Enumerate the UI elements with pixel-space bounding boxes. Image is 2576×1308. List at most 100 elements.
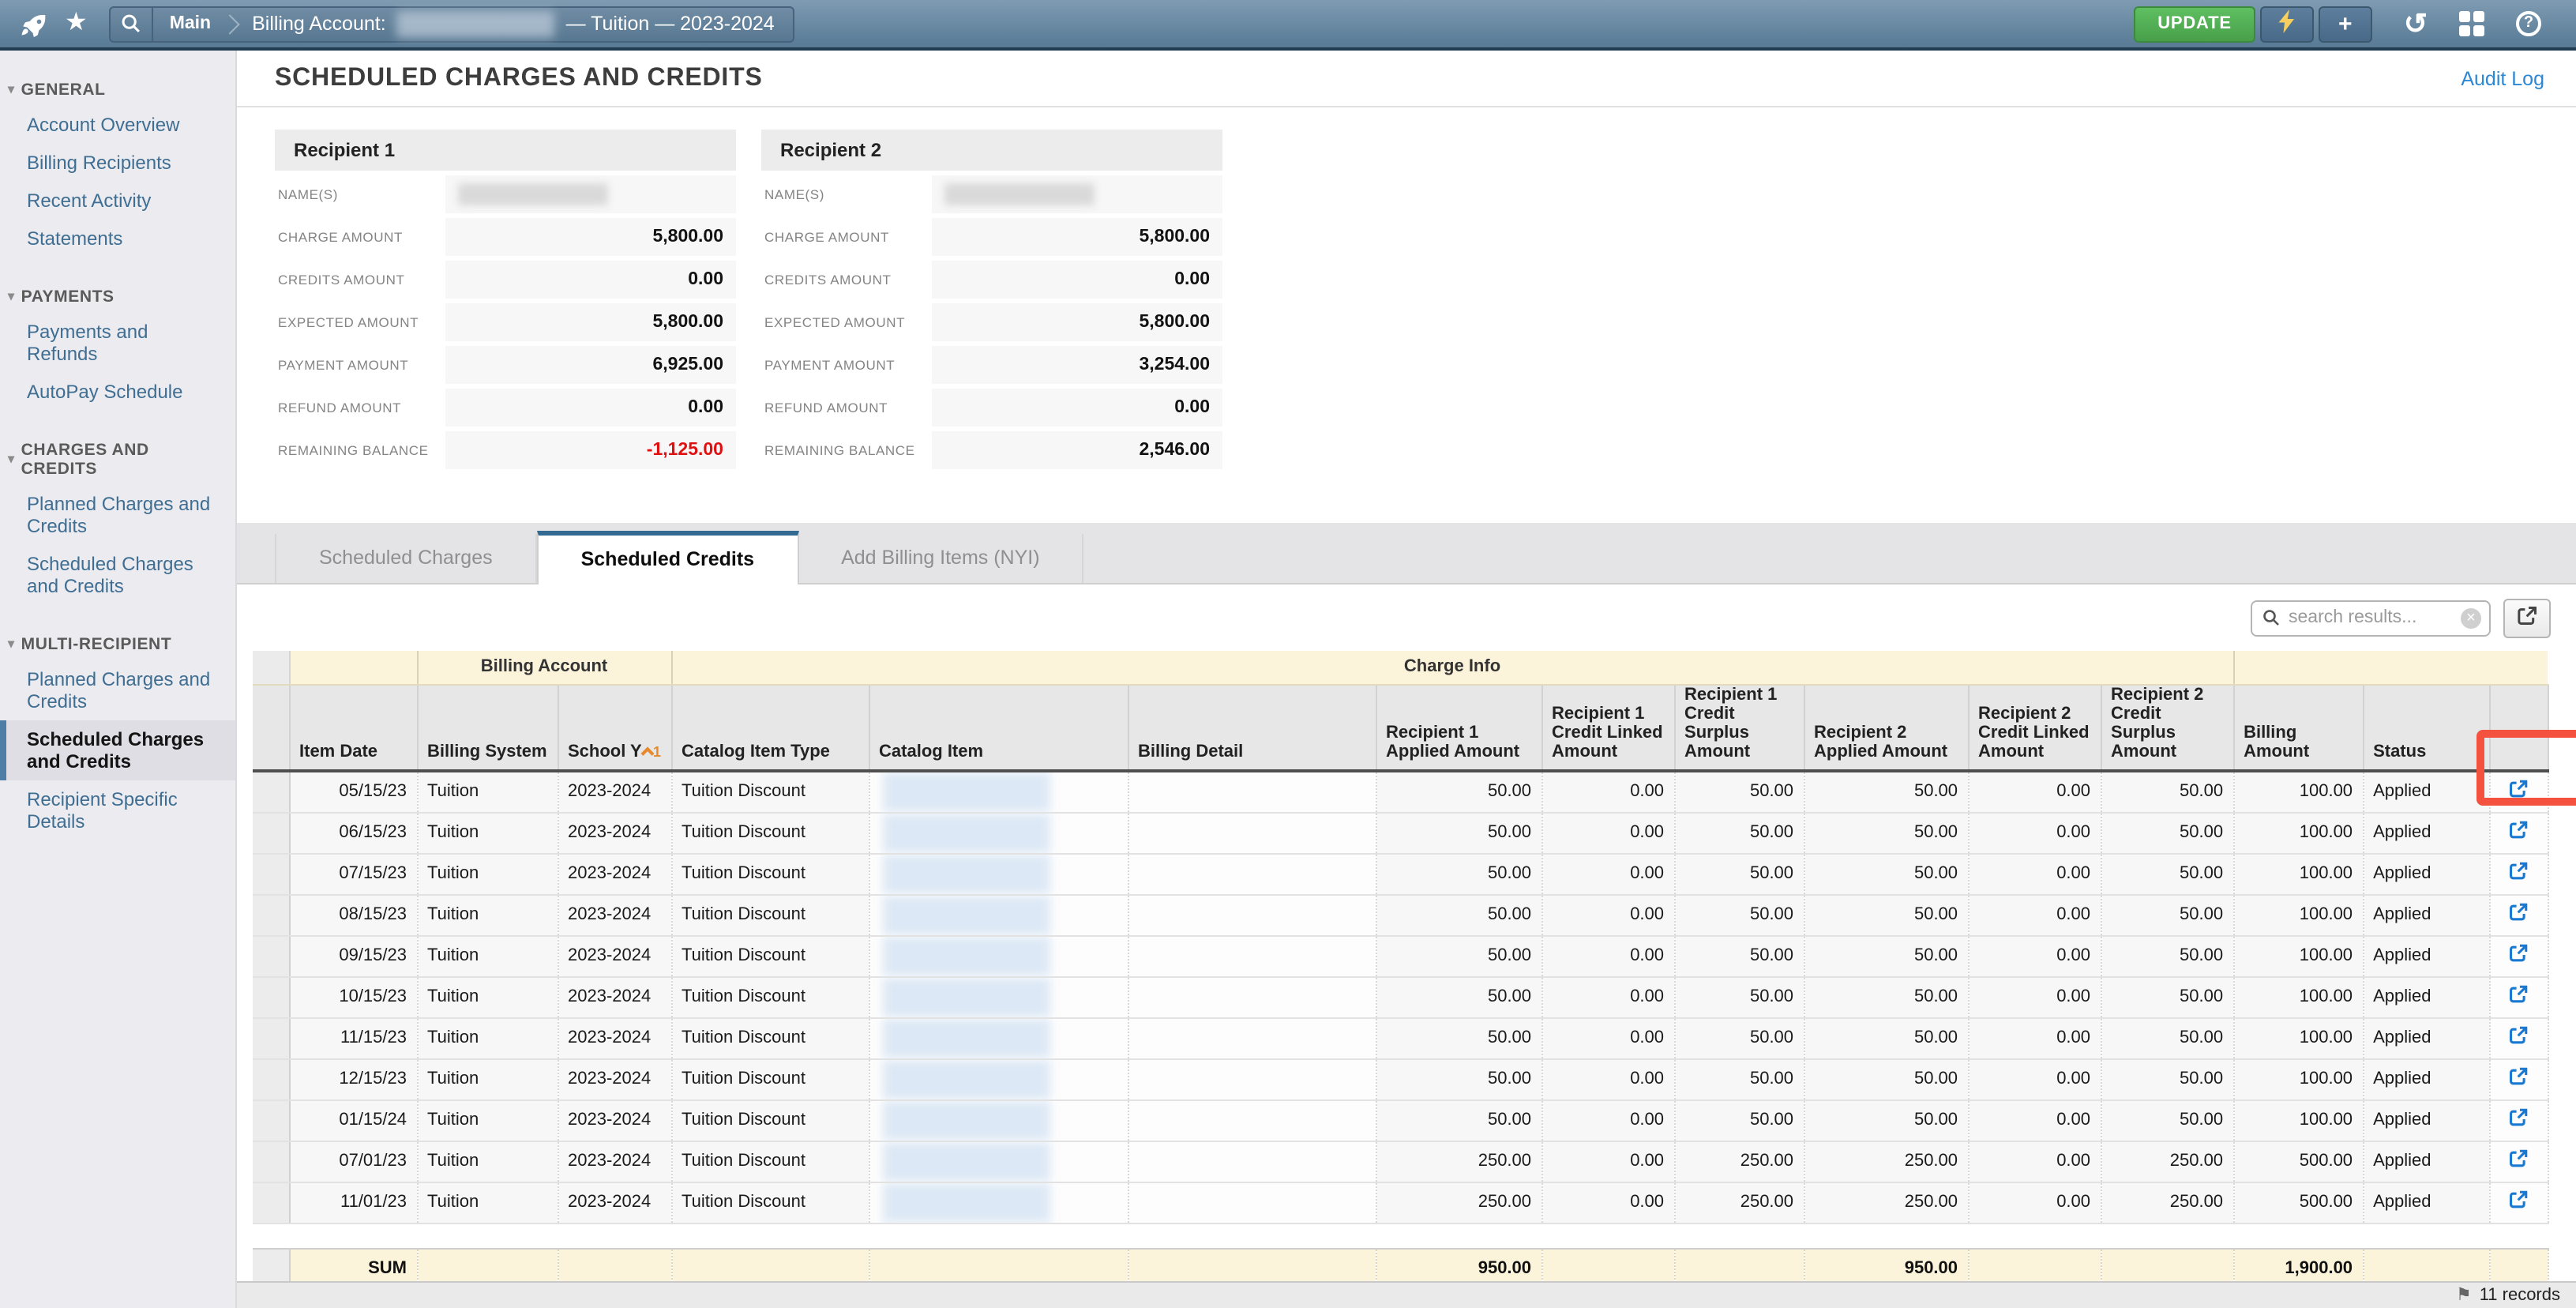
results-toolbar: ×	[237, 584, 2576, 638]
sidebar-item[interactable]: Recent Activity	[0, 182, 235, 220]
table-row[interactable]: 07/15/23 Tuition 2023-2024 Tuition Disco…	[253, 853, 2548, 894]
sidebar-section-general: ▾ GENERAL Account OverviewBilling Recipi…	[0, 70, 235, 257]
col-r1-credit-surplus[interactable]: Recipient 1 Credit Surplus Amount	[1674, 684, 1804, 770]
col-r1-applied[interactable]: Recipient 1 Applied Amount	[1376, 684, 1541, 770]
col-billing-amount[interactable]: Billing Amount	[2233, 684, 2363, 770]
field-label: PAYMENT AMOUNT	[761, 357, 932, 373]
favorites-star-icon[interactable]: ★	[65, 11, 88, 36]
sidebar-section-multi-recipient-header[interactable]: ▾ MULTI-RECIPIENT	[0, 624, 235, 660]
table-row[interactable]: 12/15/23 Tuition 2023-2024 Tuition Disco…	[253, 1058, 2548, 1099]
open-record-icon[interactable]	[2508, 779, 2529, 799]
apps-grid-icon[interactable]	[2459, 11, 2484, 36]
col-r2-credit-surplus[interactable]: Recipient 2 Credit Surplus Amount	[2101, 684, 2233, 770]
sidebar-item[interactable]: Scheduled Charges and Credits	[0, 545, 235, 605]
recipient-field-row: NAME(S)	[761, 175, 1222, 213]
search-input[interactable]	[2281, 608, 2461, 627]
quick-actions-button[interactable]	[2260, 6, 2314, 42]
field-value: 5,800.00	[445, 303, 736, 341]
field-value: 3,254.00	[932, 346, 1222, 384]
open-record-icon[interactable]	[2508, 943, 2529, 964]
sidebar-section-label: MULTI-RECIPIENT	[21, 635, 172, 654]
recipient-1-card: Recipient 1 NAME(S)	[275, 130, 736, 469]
table-row[interactable]: 06/15/23 Tuition 2023-2024 Tuition Disco…	[253, 812, 2548, 853]
breadcrumb-title-prefix: Billing Account:	[252, 13, 386, 35]
field-label: EXPECTED AMOUNT	[275, 314, 445, 330]
open-record-icon[interactable]	[2508, 984, 2529, 1005]
tab-scheduled-charges[interactable]: Scheduled Charges	[275, 534, 537, 583]
history-icon[interactable]: ↺	[2404, 9, 2428, 38]
sidebar-item[interactable]: AutoPay Schedule	[0, 373, 235, 411]
col-billing-system[interactable]: Billing System	[417, 684, 558, 770]
col-r2-credit-linked[interactable]: Recipient 2 Credit Linked Amount	[1968, 684, 2101, 770]
help-icon[interactable]: ?	[2516, 11, 2541, 36]
table-row[interactable]: 01/15/24 Tuition 2023-2024 Tuition Disco…	[253, 1099, 2548, 1141]
open-in-new-window-button[interactable]	[2503, 598, 2551, 637]
row-gutter	[253, 1182, 289, 1223]
col-catalog-item-type[interactable]: Catalog Item Type	[671, 684, 869, 770]
search-icon	[2262, 608, 2281, 627]
table-row[interactable]: 09/15/23 Tuition 2023-2024 Tuition Disco…	[253, 935, 2548, 976]
col-status[interactable]: Status	[2363, 684, 2489, 770]
table-row[interactable]: 10/15/23 Tuition 2023-2024 Tuition Disco…	[253, 976, 2548, 1017]
table-row[interactable]: 11/15/23 Tuition 2023-2024 Tuition Disco…	[253, 1017, 2548, 1058]
col-r2-applied[interactable]: Recipient 2 Applied Amount	[1804, 684, 1968, 770]
open-record-icon[interactable]	[2508, 1025, 2529, 1046]
open-record-icon[interactable]	[2508, 820, 2529, 840]
table-row[interactable]: 08/15/23 Tuition 2023-2024 Tuition Disco…	[253, 894, 2548, 935]
field-value	[932, 175, 1222, 213]
recipient-field-row: CHARGE AMOUNT 5,800.00	[275, 218, 736, 256]
open-record-icon[interactable]	[2508, 861, 2529, 881]
col-r1-credit-linked[interactable]: Recipient 1 Credit Linked Amount	[1541, 684, 1674, 770]
sidebar-item[interactable]: Scheduled Charges and Credits	[0, 720, 235, 780]
sidebar-item[interactable]: Billing Recipients	[0, 144, 235, 182]
open-record-icon[interactable]	[2508, 902, 2529, 923]
table-row[interactable]: 07/01/23 Tuition 2023-2024 Tuition Disco…	[253, 1141, 2548, 1182]
clear-search-icon[interactable]: ×	[2461, 607, 2481, 628]
open-record-icon[interactable]	[2508, 1107, 2529, 1128]
col-school-year[interactable]: School Year1	[558, 684, 671, 770]
collapse-triangle-icon: ▾	[8, 84, 15, 96]
group-header-row: Billing Account Charge Info	[253, 651, 2548, 684]
recipient-field-row: CREDITS AMOUNT 0.00	[761, 261, 1222, 299]
search-icon[interactable]	[111, 7, 154, 40]
col-catalog-item[interactable]: Catalog Item	[869, 684, 1128, 770]
tab-add-billing-items[interactable]: Add Billing Items (NYI)	[798, 534, 1083, 583]
open-record-icon[interactable]	[2508, 1148, 2529, 1169]
recipient-2-card-title: Recipient 2	[761, 130, 1222, 171]
sidebar-section-general-header[interactable]: ▾ GENERAL	[0, 70, 235, 106]
field-label: CHARGE AMOUNT	[761, 229, 932, 245]
sidebar-item[interactable]: Account Overview	[0, 106, 235, 144]
sidebar-section-charges-credits-header[interactable]: ▾ CHARGES AND CREDITS	[0, 430, 235, 485]
field-value: 2,546.00	[932, 431, 1222, 469]
recipient-field-row: REFUND AMOUNT 0.00	[275, 389, 736, 427]
sidebar-item[interactable]: Planned Charges and Credits	[0, 660, 235, 720]
sort-asc-icon	[640, 746, 654, 760]
recipient-field-row: PAYMENT AMOUNT 6,925.00	[275, 346, 736, 384]
sidebar-item[interactable]: Recipient Specific Details	[0, 780, 235, 840]
field-value	[445, 175, 736, 213]
field-label: PAYMENT AMOUNT	[275, 357, 445, 373]
breadcrumb-main[interactable]: Main	[154, 14, 239, 33]
sidebar-item[interactable]: Planned Charges and Credits	[0, 485, 235, 545]
app-window: ★ Main Billing Account: — Tuition — 2023…	[0, 0, 2576, 1308]
update-button[interactable]: UPDATE	[2134, 6, 2255, 42]
redacted-catalog-item	[869, 853, 1128, 894]
redacted-catalog-item	[869, 976, 1128, 1017]
table-row[interactable]: 11/01/23 Tuition 2023-2024 Tuition Disco…	[253, 1182, 2548, 1223]
sidebar-item[interactable]: Statements	[0, 220, 235, 257]
redacted-catalog-item	[869, 770, 1128, 812]
sidebar-section-payments-header[interactable]: ▾ PAYMENTS	[0, 276, 235, 313]
recipient-field-row: PAYMENT AMOUNT 3,254.00	[761, 346, 1222, 384]
open-record-icon[interactable]	[2508, 1066, 2529, 1087]
rocket-icon[interactable]	[19, 10, 46, 37]
open-record-icon[interactable]	[2508, 1190, 2529, 1210]
scheduled-credits-table-wrap: Billing Account Charge Info Item Date Bi…	[253, 651, 2563, 1290]
sidebar-item[interactable]: Payments and Refunds	[0, 313, 235, 373]
add-button[interactable]: +	[2319, 6, 2372, 42]
col-item-date[interactable]: Item Date	[289, 684, 417, 770]
field-label: REMAINING BALANCE	[761, 442, 932, 458]
audit-log-link[interactable]: Audit Log	[2461, 67, 2544, 89]
col-billing-detail[interactable]: Billing Detail	[1128, 684, 1376, 770]
table-row[interactable]: 05/15/23 Tuition 2023-2024 Tuition Disco…	[253, 770, 2548, 812]
tab-scheduled-credits[interactable]: Scheduled Credits	[537, 531, 799, 584]
